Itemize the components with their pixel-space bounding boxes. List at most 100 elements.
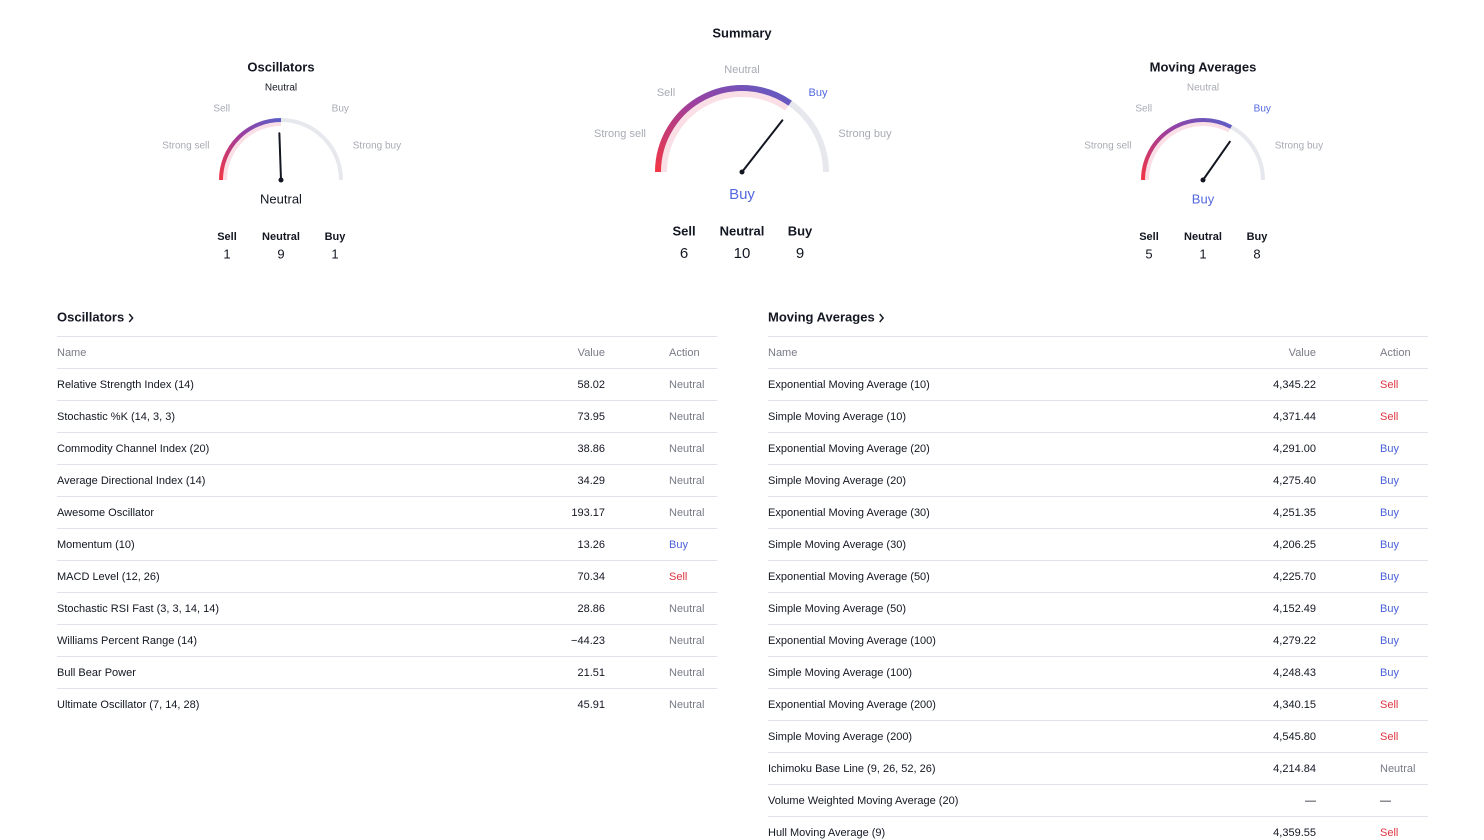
- row-name: Simple Moving Average (20): [768, 475, 906, 487]
- gauge-track: [1141, 118, 1265, 181]
- count-label: Sell: [217, 231, 237, 243]
- count-value: 6: [680, 245, 688, 262]
- row-action: Neutral: [669, 443, 704, 455]
- gauge-label: Strong buy: [353, 140, 401, 151]
- row-value: 4,545.80: [1273, 731, 1316, 743]
- row-name: Simple Moving Average (30): [768, 539, 906, 551]
- gauge-label: Strong sell: [162, 140, 209, 151]
- row-action: Sell: [1380, 827, 1398, 839]
- gauge: Summary Strong sell Sell Neutral Buy Strong b…: [594, 25, 892, 262]
- count-label: Sell: [672, 223, 695, 238]
- gauge-needle: [1202, 140, 1231, 181]
- table-title[interactable]: Oscillators: [57, 309, 124, 324]
- gauge-fill: [655, 85, 792, 173]
- gauge-label: Sell: [1135, 103, 1152, 114]
- row-name: Ultimate Oscillator (7, 14, 28): [57, 699, 199, 711]
- row-name: Hull Moving Average (9): [768, 827, 885, 839]
- row-name: Exponential Moving Average (30): [768, 507, 930, 519]
- gauge-pivot: [1200, 177, 1206, 183]
- row-name: Exponential Moving Average (20): [768, 443, 930, 455]
- gauge-label: Strong sell: [594, 128, 646, 140]
- gauge: Moving Averages Strong sell Sell Neutral Buy…: [1084, 59, 1323, 261]
- count-value: 1: [1199, 246, 1206, 261]
- row-value: 28.86: [577, 603, 605, 615]
- row-value: 13.26: [577, 539, 605, 551]
- column-header: Action: [669, 347, 700, 359]
- row-value: 4,214.84: [1273, 763, 1316, 775]
- row-action: Neutral: [669, 379, 704, 391]
- gauge-needle: [741, 119, 784, 173]
- gauge-label: Strong sell: [1084, 140, 1131, 151]
- count-value: 10: [734, 245, 751, 262]
- row-value: 58.02: [577, 379, 605, 391]
- row-action: Sell: [1380, 411, 1398, 423]
- column-header: Name: [57, 347, 86, 359]
- gauge-fill: [219, 118, 282, 181]
- gauge-label: Strong buy: [1275, 140, 1323, 151]
- count-value: 1: [223, 246, 230, 261]
- row-value: 4,340.15: [1273, 699, 1316, 711]
- gauge-fill: [1141, 118, 1233, 181]
- row-name: Simple Moving Average (10): [768, 411, 906, 423]
- row-value: 4,279.22: [1273, 635, 1316, 647]
- row-name: Exponential Moving Average (50): [768, 571, 930, 583]
- column-header: Value: [578, 347, 605, 359]
- row-action: Neutral: [1380, 763, 1415, 775]
- gauge-reading: Neutral: [260, 191, 302, 206]
- row-action: Neutral: [669, 507, 704, 519]
- row-value: −44.23: [571, 635, 605, 647]
- row-value: 45.91: [577, 699, 605, 711]
- row-value: 4,152.49: [1273, 603, 1316, 615]
- row-value: 73.95: [577, 411, 605, 423]
- count-label: Neutral: [720, 223, 765, 238]
- gauge-label: Neutral: [724, 64, 759, 76]
- row-name: Exponential Moving Average (10): [768, 379, 930, 391]
- gauge: Oscillators Strong sell Sell Neutral Buy Stro…: [162, 59, 401, 261]
- row-action: Sell: [669, 571, 687, 583]
- column-header: Name: [768, 347, 797, 359]
- count-label: Neutral: [1184, 231, 1222, 243]
- row-value: 4,345.22: [1273, 379, 1316, 391]
- row-action: Sell: [1380, 379, 1398, 391]
- gauge-title: Moving Averages: [1150, 59, 1257, 74]
- row-name: Simple Moving Average (50): [768, 603, 906, 615]
- gauge-label: Buy: [332, 103, 349, 114]
- row-value: 4,359.55: [1273, 827, 1316, 839]
- row-value: 193.17: [571, 507, 605, 519]
- count-value: 9: [277, 246, 284, 261]
- count-label: Buy: [788, 223, 813, 238]
- row-action: Buy: [1380, 507, 1399, 519]
- table: Moving Averages Name Value Action Exponentia…: [768, 309, 1428, 839]
- gauge-fill-inner: [661, 91, 789, 173]
- row-value: 4,275.40: [1273, 475, 1316, 487]
- gauge-fill-inner: [223, 122, 282, 181]
- row-action: —: [1380, 795, 1391, 807]
- gauge-fill-inner: [1145, 122, 1231, 181]
- row-action: Neutral: [669, 635, 704, 647]
- gauge-title: Summary: [712, 25, 772, 40]
- row-name: Simple Moving Average (100): [768, 667, 912, 679]
- gauge-track: [655, 85, 829, 173]
- table-title[interactable]: Moving Averages: [768, 309, 875, 324]
- row-action: Buy: [1380, 571, 1399, 583]
- count-value: 1: [331, 246, 338, 261]
- count-label: Sell: [1139, 231, 1159, 243]
- row-action: Buy: [1380, 603, 1399, 615]
- table: Oscillators Name Value Action Relative Stren…: [57, 309, 717, 711]
- gauge-label: Neutral: [265, 83, 297, 94]
- row-value: 4,248.43: [1273, 667, 1316, 679]
- count-label: Buy: [325, 231, 347, 243]
- row-name: Exponential Moving Average (100): [768, 635, 936, 647]
- row-action: Buy: [669, 539, 688, 551]
- row-action: Buy: [1380, 635, 1399, 647]
- row-action: Sell: [1380, 731, 1398, 743]
- count-label: Neutral: [262, 231, 300, 243]
- count-label: Buy: [1247, 231, 1269, 243]
- row-action: Buy: [1380, 667, 1399, 679]
- column-header: Action: [1380, 347, 1411, 359]
- gauge-label: Neutral: [1187, 83, 1219, 94]
- gauge-needle: [278, 132, 282, 181]
- gauge-label: Buy: [809, 87, 828, 99]
- row-value: 4,251.35: [1273, 507, 1316, 519]
